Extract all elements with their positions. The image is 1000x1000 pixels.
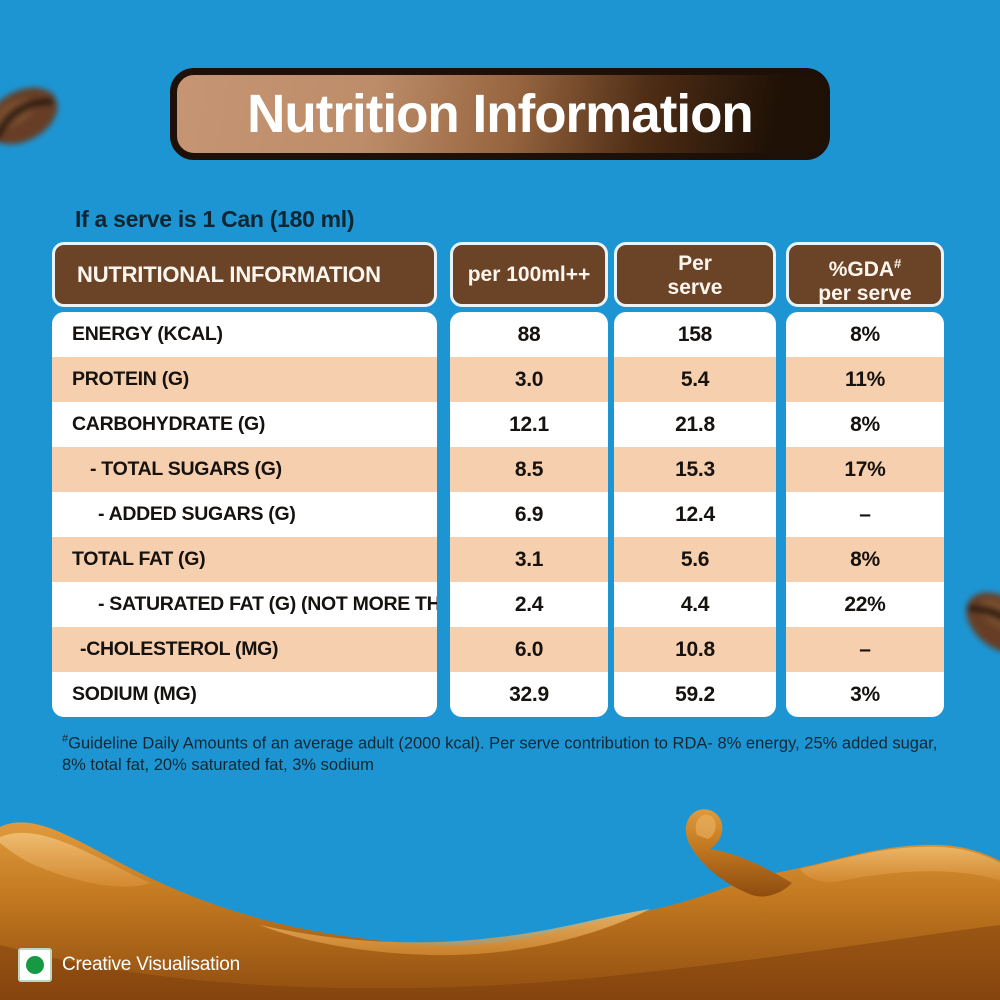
column-labels: ENERGY (KCAL) PROTEIN (G) CARBOHYDRATE (… <box>52 312 437 717</box>
table-row: - TOTAL SUGARS (G) <box>52 447 437 492</box>
footer: Creative Visualisation <box>18 948 240 982</box>
table-row: CARBOHYDRATE (G) <box>72 413 266 435</box>
table-cell: 21.8 <box>675 413 715 436</box>
table-row: SODIUM (MG) <box>72 683 197 705</box>
table-cell: 22% <box>844 593 886 616</box>
table-row: ENERGY (KCAL) <box>72 323 223 345</box>
table-row: -CHOLESTEROL (MG) <box>52 627 437 672</box>
table-cell: 8% <box>850 413 880 436</box>
table-cell: 11% <box>786 357 944 402</box>
table-row: PROTEIN (G) <box>52 357 437 402</box>
title-banner: Nutrition Information <box>170 68 830 160</box>
header-nutritional-information: NUTRITIONAL INFORMATION <box>52 242 437 307</box>
table-cell: 12.4 <box>675 503 715 526</box>
veg-mark-icon <box>18 948 52 982</box>
column-per-serve: 158 5.4 21.8 15.3 12.4 5.6 4.4 10.8 59.2 <box>614 312 776 717</box>
table-cell: 6.0 <box>450 627 608 672</box>
table-cell: 88 <box>517 323 541 346</box>
coffee-splash-graphic <box>0 809 1000 1000</box>
coffee-bean-icon <box>951 576 1000 669</box>
header-per-100ml: per 100ml++ <box>450 242 608 307</box>
gda-footnote: #Guideline Daily Amounts of an average a… <box>62 733 938 775</box>
table-row: - SATURATED FAT (G) (NOT MORE THAN) <box>98 593 437 615</box>
table-cell: 3% <box>850 683 880 706</box>
table-cell: – <box>859 503 871 526</box>
table-row: - ADDED SUGARS (G) <box>98 503 296 525</box>
header-gda-per-serve: %GDA# per serve <box>786 242 944 307</box>
table-cell: 10.8 <box>614 627 776 672</box>
table-cell: 158 <box>677 323 713 346</box>
table-cell: 3.1 <box>450 537 608 582</box>
table-cell: 5.4 <box>614 357 776 402</box>
table-cell: 5.6 <box>614 537 776 582</box>
creative-visualisation-label: Creative Visualisation <box>62 954 240 975</box>
column-gda-per-serve: 8% 11% 8% 17% – 8% 22% – 3% <box>786 312 944 717</box>
table-cell: – <box>786 627 944 672</box>
table-row: TOTAL FAT (G) <box>52 537 437 582</box>
table-cell: 12.1 <box>509 413 549 436</box>
table-cell: 4.4 <box>680 593 710 616</box>
table-cell: 8% <box>786 537 944 582</box>
table-cell: 6.9 <box>514 503 544 526</box>
serve-note: If a serve is 1 Can (180 ml) <box>75 206 355 232</box>
table-cell: 17% <box>786 447 944 492</box>
page-title: Nutrition Information <box>247 84 754 144</box>
table-cell: 3.0 <box>450 357 608 402</box>
column-per-100ml: 88 3.0 12.1 8.5 6.9 3.1 2.4 6.0 32.9 <box>450 312 608 717</box>
table-cell: 15.3 <box>614 447 776 492</box>
header-per-serve: Per serve <box>614 242 776 307</box>
table-cell: 8.5 <box>450 447 608 492</box>
coffee-bean-icon <box>0 72 70 159</box>
table-cell: 8% <box>850 323 880 346</box>
table-cell: 2.4 <box>514 593 544 616</box>
table-cell: 59.2 <box>675 683 715 706</box>
table-cell: 32.9 <box>509 683 549 706</box>
